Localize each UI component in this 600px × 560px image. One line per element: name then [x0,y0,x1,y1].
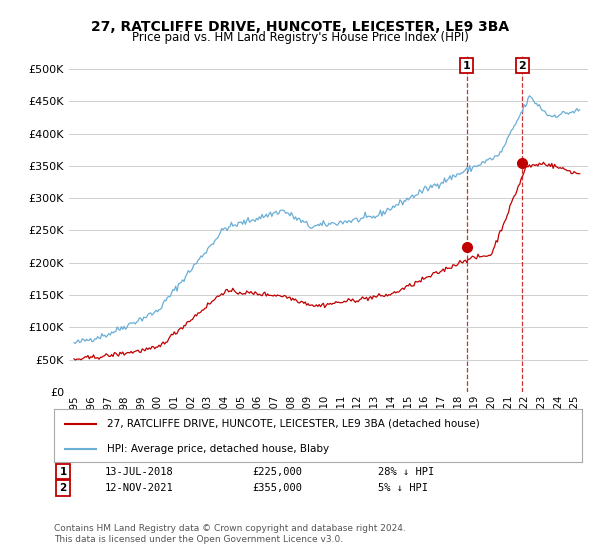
Text: £225,000: £225,000 [252,466,302,477]
Text: 27, RATCLIFFE DRIVE, HUNCOTE, LEICESTER, LE9 3BA (detached house): 27, RATCLIFFE DRIVE, HUNCOTE, LEICESTER,… [107,419,479,429]
Text: Contains HM Land Registry data © Crown copyright and database right 2024.
This d: Contains HM Land Registry data © Crown c… [54,524,406,544]
Text: 27, RATCLIFFE DRIVE, HUNCOTE, LEICESTER, LE9 3BA: 27, RATCLIFFE DRIVE, HUNCOTE, LEICESTER,… [91,20,509,34]
Text: Price paid vs. HM Land Registry's House Price Index (HPI): Price paid vs. HM Land Registry's House … [131,31,469,44]
Text: HPI: Average price, detached house, Blaby: HPI: Average price, detached house, Blab… [107,444,329,454]
Text: 13-JUL-2018: 13-JUL-2018 [105,466,174,477]
Text: 1: 1 [463,60,471,71]
Text: 12-NOV-2021: 12-NOV-2021 [105,483,174,493]
Text: 28% ↓ HPI: 28% ↓ HPI [378,466,434,477]
Text: 2: 2 [59,483,67,493]
Text: £355,000: £355,000 [252,483,302,493]
Text: 5% ↓ HPI: 5% ↓ HPI [378,483,428,493]
Text: 1: 1 [59,466,67,477]
Text: 2: 2 [518,60,526,71]
